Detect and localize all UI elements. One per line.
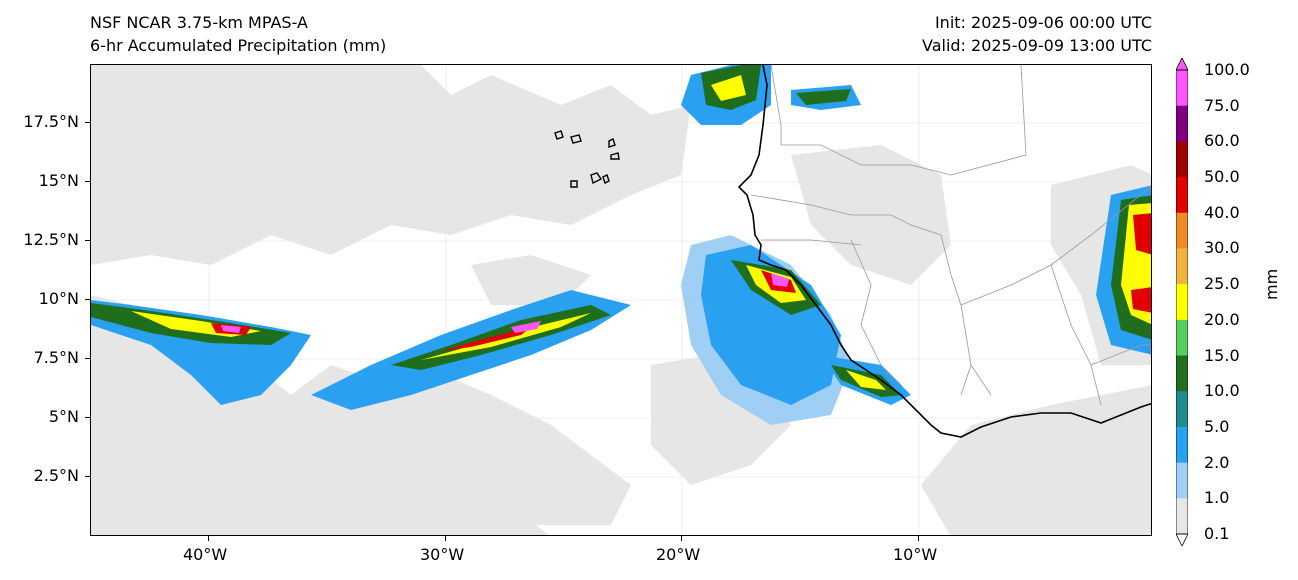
colorbar-level-label: 15.0 (1204, 345, 1240, 365)
colorbar-min-arrow (1176, 533, 1188, 546)
country-borders (750, 65, 1151, 406)
lon-tick (681, 536, 682, 541)
lat-label: 17.5°N (23, 112, 79, 131)
lat-tick (85, 476, 90, 477)
lon-tick (445, 536, 446, 541)
colorbar-level-label: 20.0 (1204, 309, 1240, 329)
title-variable: 6-hr Accumulated Precipitation (mm) (90, 36, 387, 55)
colorbar-level-label: 5.0 (1204, 416, 1230, 436)
colorbar-level-label: 75.0 (1204, 95, 1240, 115)
lat-tick (85, 299, 90, 300)
colorbar-level-label: 100.0 (1204, 60, 1250, 79)
colorbar-segment (1176, 462, 1188, 499)
colorbar-segment (1176, 177, 1188, 214)
lon-label: 40°W (183, 545, 228, 564)
colorbar-level-label: 60.0 (1204, 131, 1240, 151)
lat-tick (85, 358, 90, 359)
colorbar-segment (1176, 355, 1188, 392)
colorbar-unit: mm (1262, 268, 1281, 300)
colorbar-segment (1176, 284, 1188, 321)
cape-verde-islands (554, 130, 620, 188)
lat-label: 15°N (38, 171, 79, 190)
lon-tick (918, 536, 919, 541)
colorbar-segment (1176, 141, 1188, 178)
colorbar-segment (1176, 426, 1188, 464)
colorbar-level-label: 30.0 (1204, 238, 1240, 258)
lon-label: 30°W (420, 545, 465, 564)
coastline (737, 65, 1151, 438)
colorbar-level-label: 10.0 (1204, 381, 1240, 401)
valid-time: Valid: 2025-09-09 13:00 UTC (921, 36, 1152, 55)
light-precip-field (91, 65, 1151, 535)
colorbar-segment (1176, 391, 1188, 428)
lat-label: 7.5°N (33, 348, 79, 367)
lat-label: 5°N (48, 407, 79, 426)
colorbar-level-label: 50.0 (1204, 167, 1240, 187)
colorbar-segment (1176, 105, 1188, 142)
lat-label: 12.5°N (23, 230, 79, 249)
colorbar-segment (1176, 70, 1188, 107)
heavy-precip-cores (91, 65, 1151, 397)
lat-label: 10°N (38, 289, 79, 308)
precipitation-map (90, 64, 1152, 536)
lat-tick (85, 181, 90, 182)
colorbar-level-label: 25.0 (1204, 274, 1240, 294)
lat-tick (85, 240, 90, 241)
colorbar-segment (1176, 498, 1188, 535)
lat-label: 2.5°N (33, 466, 79, 485)
lat-tick (85, 122, 90, 123)
lon-label: 10°W (893, 545, 938, 564)
lon-tick (208, 536, 209, 541)
init-time: Init: 2025-09-06 00:00 UTC (934, 13, 1152, 32)
colorbar-level-label: 2.0 (1204, 452, 1230, 472)
colorbar-segment (1176, 212, 1188, 249)
title-model: NSF NCAR 3.75-km MPAS-A (90, 13, 308, 32)
colorbar-segment (1176, 248, 1188, 285)
lat-tick (85, 417, 90, 418)
colorbar-level-label: 1.0 (1204, 488, 1230, 508)
colorbar-segment (1176, 319, 1188, 357)
lon-label: 20°W (656, 545, 701, 564)
colorbar (1176, 58, 1188, 546)
map-canvas (91, 65, 1151, 535)
colorbar-max-arrow (1176, 58, 1188, 71)
colorbar-level-label: 40.0 (1204, 202, 1240, 222)
colorbar-level-label: 0.1 (1204, 524, 1230, 543)
